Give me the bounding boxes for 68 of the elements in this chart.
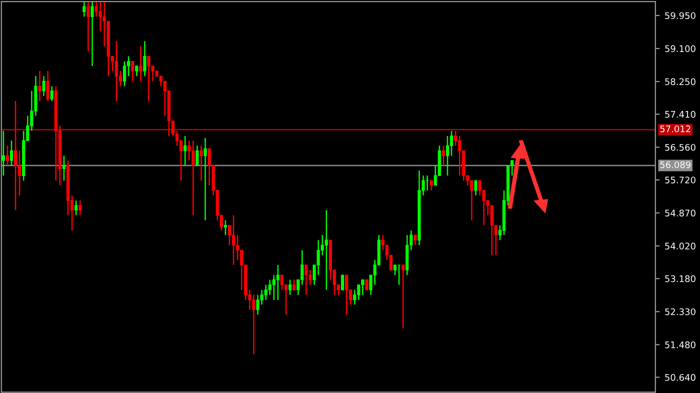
candlestick [74, 200, 78, 216]
candlestick [224, 220, 228, 236]
candlestick [474, 180, 478, 196]
candlestick [131, 60, 134, 82]
candlestick [82, 2, 86, 18]
candlestick [365, 279, 368, 290]
y-tick-label: 56.560 [665, 144, 696, 151]
y-tick-label: 54.020 [665, 242, 696, 250]
candlestick [143, 40, 146, 77]
candlestick [86, 2, 90, 52]
candlestick [272, 274, 276, 301]
y-tick-label: 57.410 [665, 110, 696, 118]
candlestick [135, 65, 138, 77]
candlestick [38, 70, 42, 102]
candlestick [46, 70, 50, 102]
candlestick [316, 239, 320, 276]
candlestick [18, 150, 22, 196]
candlestick [292, 279, 296, 290]
candlestick [50, 86, 54, 102]
candlestick [90, 2, 94, 67]
y-tick-label: 52.330 [665, 308, 696, 316]
candlestick [361, 279, 364, 296]
candlestick [14, 100, 18, 211]
candlestick [393, 264, 397, 276]
ref-line-label: 56.089 [660, 161, 691, 168]
candlestick [62, 155, 66, 182]
candlestick [6, 145, 10, 166]
candlestick [280, 274, 284, 290]
candlestick [2, 130, 5, 176]
candlestick [147, 56, 150, 102]
candlestick [196, 145, 199, 166]
candlestick [200, 145, 203, 182]
candlestick [340, 274, 344, 290]
candlestick [139, 46, 142, 82]
candlestick [458, 135, 462, 176]
candlestick [114, 40, 118, 102]
candlestick [78, 200, 82, 216]
y-tick-label: 51.480 [665, 341, 696, 348]
candlestick [204, 137, 207, 221]
candlestick [268, 279, 272, 296]
candlestick [446, 135, 450, 176]
candlestick [228, 224, 232, 246]
candlestick [192, 140, 195, 216]
candlestick [10, 140, 14, 166]
candlestick [442, 145, 446, 166]
candlestick [42, 75, 46, 97]
candlestick [252, 294, 256, 355]
candlestick [276, 264, 280, 301]
candlestick [256, 294, 260, 316]
y-tick-label: 55.720 [665, 176, 696, 184]
y-tick-label: 59.950 [665, 12, 696, 20]
candlestick [122, 60, 126, 87]
y-tick-label: 59.100 [665, 45, 696, 52]
ref-line-label: 57.012 [660, 125, 690, 132]
candlestick [430, 180, 433, 191]
candlestick [402, 264, 405, 329]
candlestick [324, 210, 328, 290]
y-tick-label: 58.250 [665, 78, 696, 86]
y-tick-label: 54.870 [665, 210, 696, 216]
candlestick [414, 234, 417, 246]
y-tick-label: 53.180 [665, 275, 696, 282]
candlestick [232, 214, 236, 266]
candlestick [304, 264, 308, 296]
candlestick [184, 135, 187, 166]
candlestick [288, 279, 292, 296]
y-tick-label: 50.640 [665, 374, 696, 381]
candlestick [345, 274, 348, 316]
candlestick [450, 130, 454, 156]
